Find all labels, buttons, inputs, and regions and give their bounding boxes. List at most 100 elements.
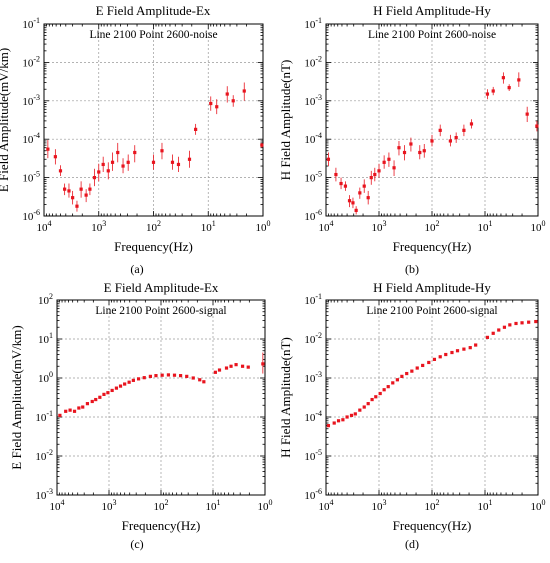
x-tick-label-exp: 1 (217, 498, 221, 507)
panel-label: (b) (405, 262, 419, 276)
y-tick-label: 10-1 (35, 409, 53, 424)
data-point (231, 99, 235, 103)
y-tick-label-exp: -2 (315, 54, 322, 63)
data-point (90, 399, 94, 404)
data-point (246, 365, 250, 369)
data-point (176, 162, 181, 167)
y-tick-label-base: 10 (22, 134, 34, 146)
x-tick-label-base: 10 (154, 501, 166, 513)
y-tick-label-base: 10 (38, 295, 50, 307)
y-tick-label-base: 10 (304, 334, 316, 346)
y-tick-label-base: 10 (22, 96, 34, 108)
data-point (166, 373, 171, 377)
y-tick-label-base: 10 (304, 211, 316, 223)
y-tick-label: 10-2 (22, 54, 40, 69)
y-tick-label-exp: 1 (49, 331, 53, 340)
x-tick-label-exp: 0 (542, 219, 546, 228)
plot-frame (325, 23, 539, 217)
data-point (172, 373, 177, 377)
data-point (110, 388, 114, 393)
y-tick-label-base: 10 (35, 412, 47, 424)
data-point (347, 199, 352, 203)
data-point (81, 405, 85, 409)
data-point (432, 357, 437, 361)
x-tick-label: 102 (425, 498, 440, 513)
y-tick-label-base: 10 (304, 295, 316, 307)
data-point (444, 352, 448, 357)
panel-label: (a) (130, 262, 143, 276)
data-point (209, 101, 213, 106)
x-tick-label: 104 (37, 219, 52, 234)
x-tick-label-exp: 0 (542, 498, 546, 507)
y-tick-label-exp: -3 (33, 93, 40, 102)
x-tick-label-base: 10 (206, 501, 218, 513)
data-point (126, 160, 130, 164)
data-point (242, 89, 246, 93)
data-point (260, 143, 264, 147)
data-point (67, 189, 71, 193)
x-tick-label: 102 (154, 498, 169, 513)
panel-label: (c) (130, 537, 143, 551)
data-point (116, 150, 120, 155)
data-point (409, 142, 413, 146)
y-tick-label: 10-1 (22, 16, 40, 31)
data-point (366, 196, 370, 200)
x-tick-label-base: 10 (425, 222, 437, 234)
data-point (507, 86, 511, 90)
data-point (98, 395, 102, 399)
y-tick-label: 10-4 (304, 131, 322, 146)
chart-title: E Field Amplitude-Ex (104, 280, 219, 295)
y-tick-label: 10-3 (22, 93, 40, 108)
data-point (391, 381, 395, 385)
x-tick-label: 100 (531, 219, 546, 234)
data-point (114, 386, 119, 390)
data-point (64, 409, 68, 413)
data-point (374, 395, 378, 399)
y-tick-label-exp: -1 (46, 409, 53, 418)
y-axis-label: H Field Amplitude(nT) (278, 337, 293, 458)
x-tick-label-exp: 2 (157, 219, 161, 228)
y-tick-label: 10-2 (304, 331, 322, 346)
data-point (468, 346, 472, 350)
y-axis-label: E Field Amplitude(mV/km) (9, 325, 24, 469)
y-tick-label: 10-3 (304, 370, 322, 385)
data-point (497, 328, 501, 332)
data-point (450, 350, 454, 355)
x-tick-label-base: 10 (425, 501, 437, 513)
y-tick-label-base: 10 (38, 334, 50, 346)
x-tick-label: 104 (50, 498, 65, 513)
data-point (106, 169, 110, 173)
y-tick-label-base: 10 (22, 19, 34, 31)
y-tick-label: 10-6 (22, 208, 40, 223)
data-point (136, 377, 141, 381)
x-tick-label: 101 (478, 498, 493, 513)
data-point (517, 78, 521, 82)
x-tick-label-exp: 3 (383, 219, 387, 228)
x-tick-label-exp: 1 (489, 498, 493, 507)
x-tick-label-exp: 4 (48, 219, 52, 228)
data-point (358, 408, 362, 412)
y-tick-label-base: 10 (35, 490, 47, 502)
y-tick-label-base: 10 (304, 134, 316, 146)
x-tick-label-exp: 3 (102, 219, 106, 228)
data-point (362, 405, 366, 409)
x-tick-label-exp: 0 (267, 219, 271, 228)
data-point (377, 169, 381, 173)
data-point (142, 376, 146, 380)
y-tick-label-base: 10 (304, 19, 316, 31)
y-tick-label: 10-3 (35, 487, 53, 502)
x-tick-label-base: 10 (319, 222, 331, 234)
y-tick-label-exp: -3 (315, 370, 322, 379)
data-point (535, 124, 539, 128)
data-point (448, 139, 452, 143)
y-axis-label: H Field Amplitude(nT) (278, 60, 293, 181)
data-point (178, 374, 183, 378)
data-point (370, 397, 374, 402)
data-point (415, 366, 419, 370)
x-axis-label: Frequency(Hz) (122, 518, 201, 533)
data-point (326, 157, 331, 161)
data-point (397, 146, 401, 150)
data-point (326, 424, 331, 428)
data-point (75, 204, 79, 208)
